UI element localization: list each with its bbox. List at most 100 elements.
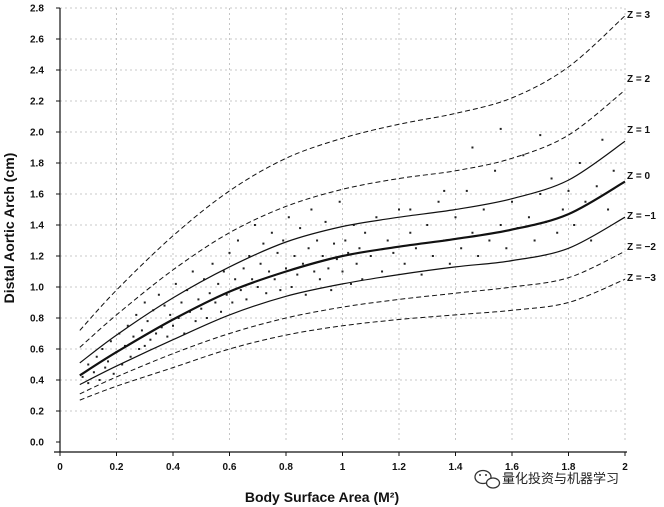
scatter-point <box>358 247 361 250</box>
x-tick-label: 1.4 <box>449 462 463 473</box>
scatter-point <box>146 320 149 323</box>
scatter-point <box>482 208 485 211</box>
scatter-point <box>143 301 146 304</box>
z-label: Z = −1 <box>627 211 656 222</box>
scatter-point <box>194 320 197 323</box>
scatter-point <box>330 289 333 292</box>
scatter-point <box>578 162 581 164</box>
scatter-point <box>313 270 316 273</box>
scatter-point <box>307 247 310 250</box>
z-label: Z = 1 <box>627 125 651 136</box>
scatter-point <box>143 344 146 347</box>
scatter-point <box>349 282 352 285</box>
scatter-point <box>398 208 400 211</box>
scatter-point <box>180 301 183 304</box>
scatter-point <box>87 363 90 366</box>
z-curve <box>79 140 626 364</box>
scatter-point <box>253 224 256 226</box>
scatter-point <box>231 301 234 304</box>
x-tick-label: 0.4 <box>166 462 180 473</box>
y-tick-label: 1.4 <box>30 221 44 232</box>
y-tick-label: 0.8 <box>30 314 44 325</box>
scatter-point <box>375 216 378 219</box>
x-tick-labels: 0 0.2 0.4 0.6 0.8 1 1.2 1.4 1.6 1.8 2 <box>57 452 628 473</box>
scatter-point <box>268 270 271 273</box>
scatter-point <box>318 278 321 281</box>
scatter-point <box>426 224 429 226</box>
scatter-point <box>321 255 324 257</box>
z-curve <box>79 250 626 395</box>
scatter-point <box>522 154 525 157</box>
scatter-point <box>409 208 412 211</box>
scatter-point <box>584 200 587 203</box>
y-tick-labels: 0.0 0.2 0.4 0.6 0.8 1.0 1.2 1.4 1.6 1.8 2.0 2.2 2.4 2… <box>30 4 60 449</box>
z-labels: Z = 3 Z = 2 Z = 1 Z = 0 Z = −1 Z = −2 Z = −3 <box>627 10 656 284</box>
scatter-point <box>488 239 491 242</box>
scatter-point <box>539 134 542 137</box>
scatter-point <box>561 208 564 211</box>
scatter-point <box>607 208 610 211</box>
scatter-point <box>132 335 135 338</box>
scatter-point <box>191 270 194 273</box>
scatter-point <box>265 292 268 295</box>
z-label: Z = −2 <box>627 242 656 253</box>
scatter-point <box>112 372 115 375</box>
scatter-point <box>177 317 180 319</box>
x-tick-label: 0 <box>57 462 63 473</box>
scatter-point <box>324 220 327 223</box>
scatter-point <box>465 189 468 192</box>
scatter-point <box>92 371 95 374</box>
scatter-point <box>239 289 242 292</box>
z-curves <box>79 15 626 401</box>
x-tick-label: 1.2 <box>392 462 406 473</box>
y-tick-label: 2.6 <box>30 35 44 46</box>
scatter-point <box>369 255 372 257</box>
scatter-point <box>104 366 107 369</box>
scatter-point <box>270 231 273 234</box>
x-tick-label: 1 <box>340 462 346 473</box>
scatter-point <box>95 355 98 358</box>
scatter-point <box>454 216 457 219</box>
scatter-point <box>590 239 593 242</box>
y-axis-title: Distal Aortic Arch (cm) <box>1 153 17 304</box>
scatter-points <box>81 127 615 385</box>
scatter-point <box>505 247 508 250</box>
y-tick-label: 2.8 <box>30 4 44 15</box>
scatter-point <box>183 332 186 335</box>
y-tick-label: 1.8 <box>30 159 44 170</box>
scatter-point <box>245 298 248 301</box>
watermark: 量化投资与机器学习 <box>474 469 619 489</box>
scatter-point <box>335 258 338 261</box>
scatter-point <box>160 326 163 329</box>
scatter-point <box>310 208 313 211</box>
scatter-point <box>299 227 302 230</box>
scatter-point <box>392 251 395 254</box>
y-tick-label: 0.2 <box>30 407 44 418</box>
z-label: Z = 3 <box>627 10 651 21</box>
scatter-point <box>234 278 237 281</box>
scatter-point <box>573 224 576 226</box>
scatter-point <box>333 242 336 245</box>
scatter-point <box>539 193 542 195</box>
scatter-point <box>316 239 319 242</box>
z-curve <box>79 278 626 401</box>
scatter-point <box>157 293 160 296</box>
z-label: Z = 2 <box>627 74 651 85</box>
scatter-point <box>567 189 570 192</box>
scatter-point <box>420 273 423 276</box>
scatter-point <box>236 239 239 242</box>
scatter-point <box>595 185 598 188</box>
scatter-point <box>296 273 299 276</box>
scatter-point <box>197 298 200 301</box>
y-tick-label: 2.4 <box>30 66 44 77</box>
scatter-point <box>556 231 559 234</box>
axes <box>54 8 627 453</box>
x-axis-title: Body Surface Area (M²) <box>245 489 399 505</box>
scatter-point <box>290 286 293 288</box>
z-label: Z = 0 <box>627 171 651 182</box>
scatter-point <box>527 216 530 219</box>
scatter-point <box>205 317 208 319</box>
scatter-point <box>386 239 389 242</box>
scatter-point <box>101 348 104 350</box>
